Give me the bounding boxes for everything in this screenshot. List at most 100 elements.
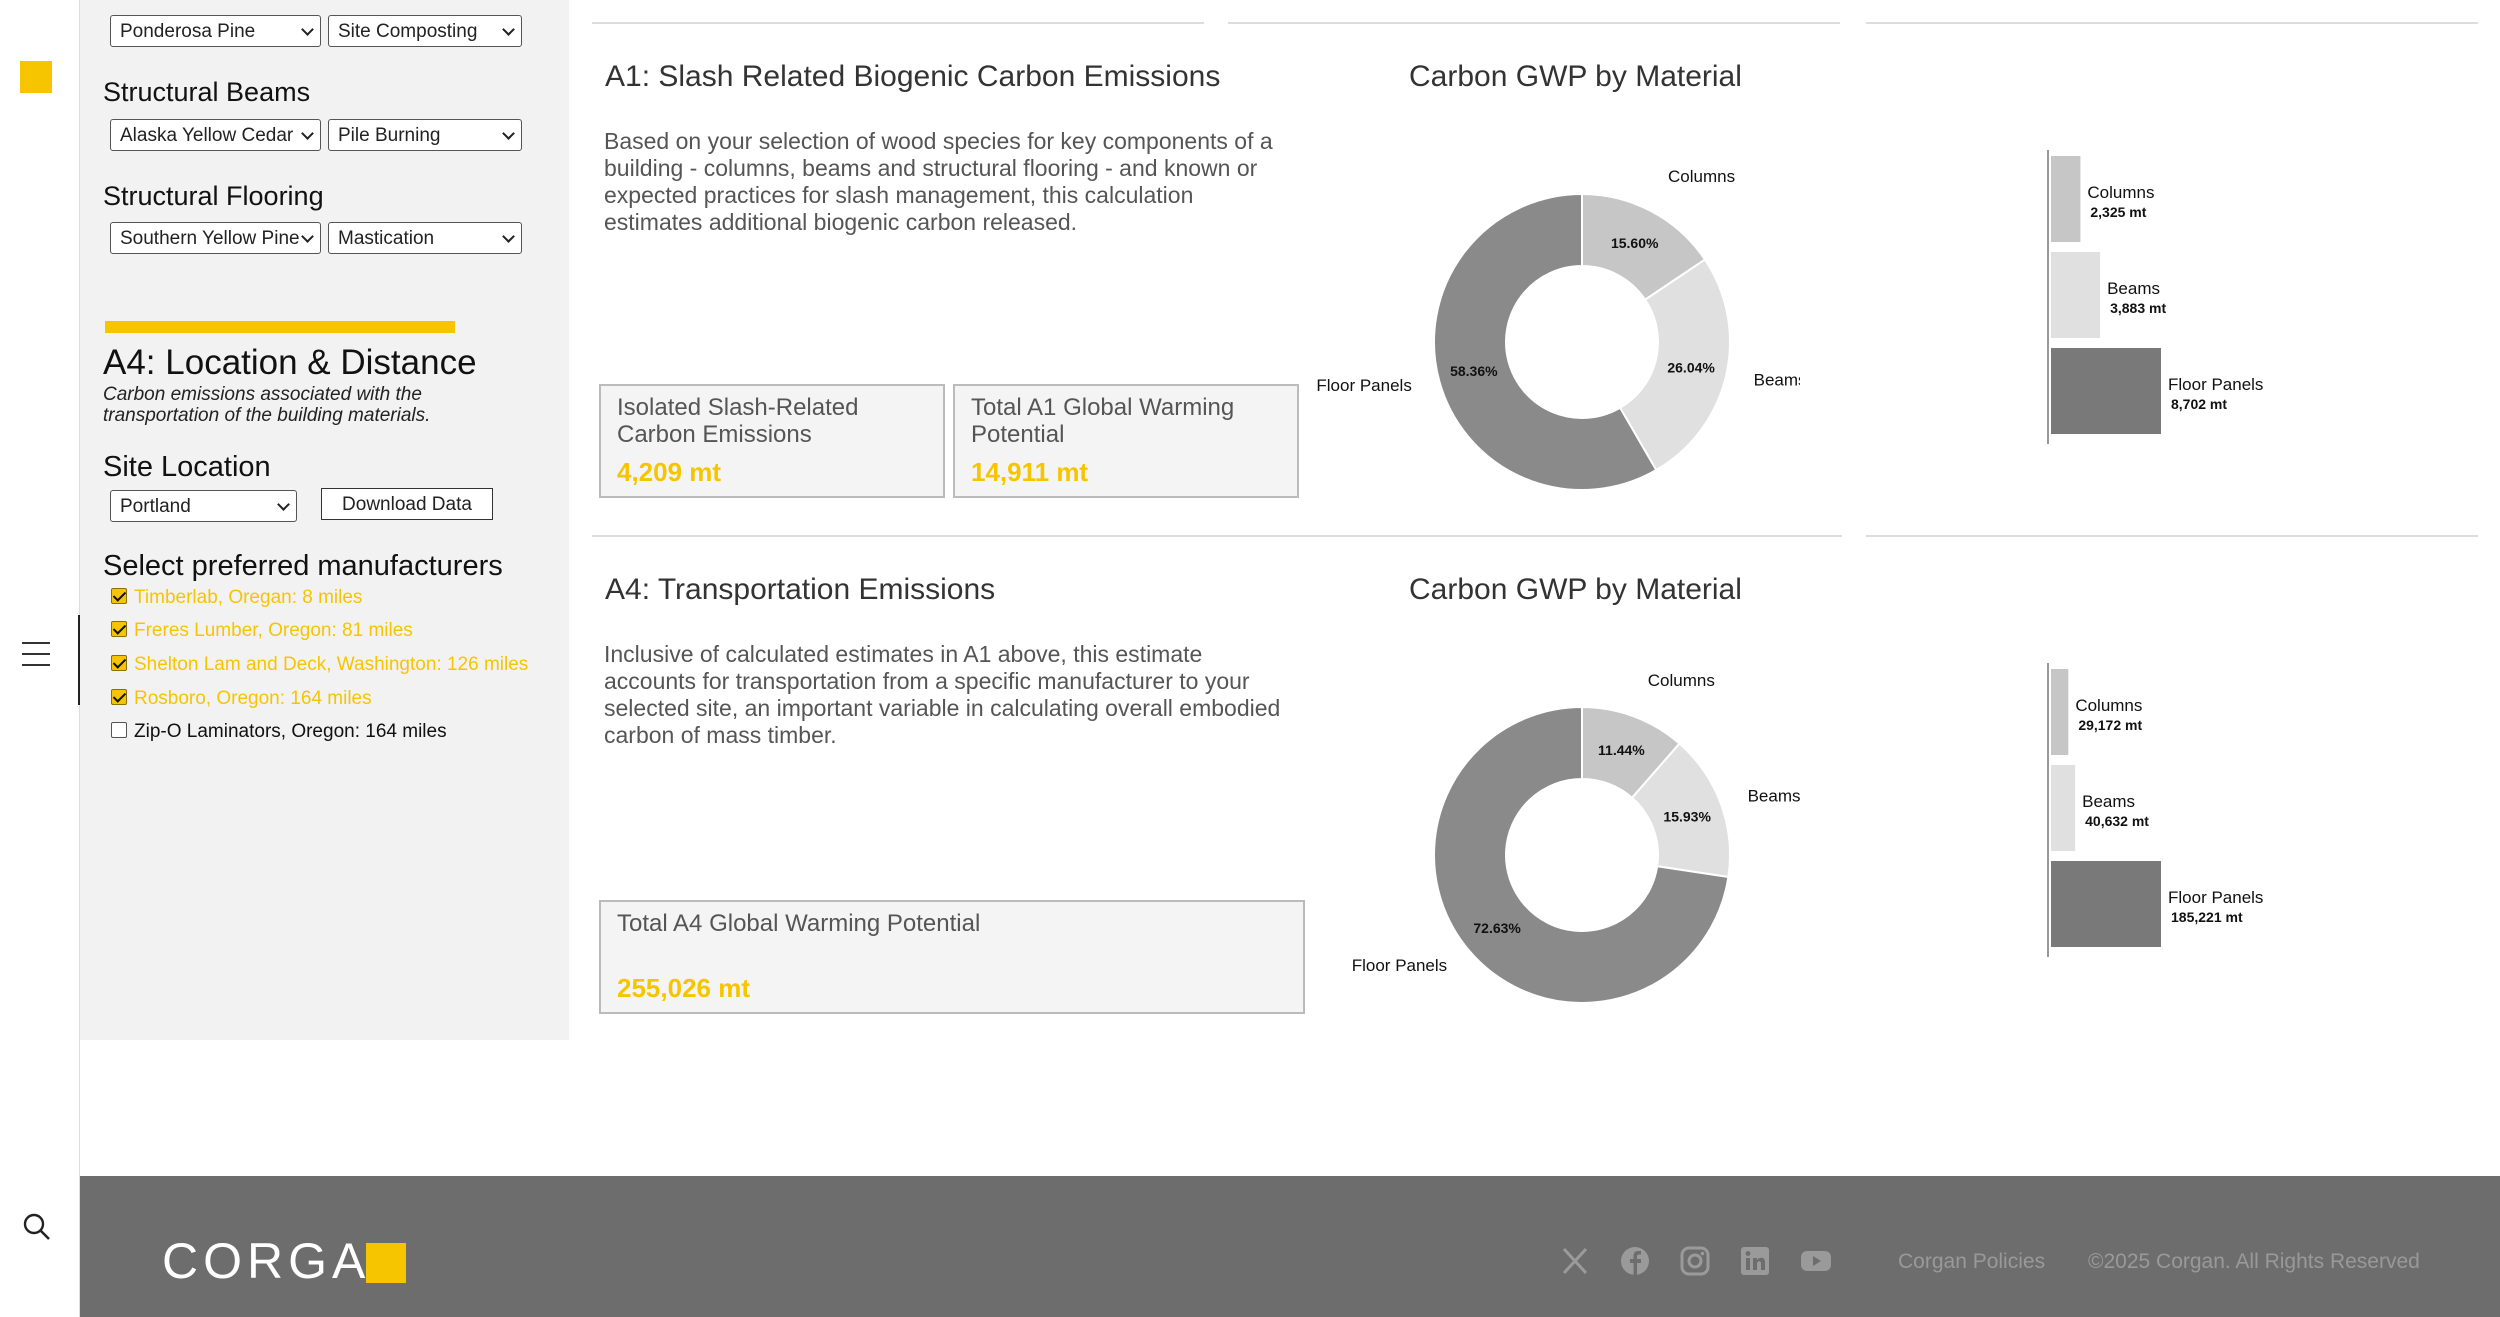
- checkbox[interactable]: [111, 722, 127, 738]
- bar-columns: [2051, 669, 2069, 755]
- youtube-icon[interactable]: [1799, 1245, 1831, 1277]
- beams-label: Structural Beams: [103, 77, 311, 107]
- select-value: Pile Burning: [338, 125, 441, 146]
- checkbox[interactable]: [111, 588, 127, 604]
- manufacturer-option[interactable]: Timberlab, Oregan: 8 miles: [111, 587, 362, 609]
- slash-carbon-card: Isolated Slash-Related Carbon Emissions …: [599, 384, 945, 498]
- select-value: Portland: [120, 496, 191, 517]
- chart-title: Carbon GWP by Material: [1409, 60, 1742, 93]
- columns-practice-select[interactable]: Site Composting: [328, 15, 522, 47]
- instagram-icon[interactable]: [1679, 1245, 1711, 1277]
- bar-floor-panels: [2051, 861, 2161, 947]
- slice-category-label: Columns: [1648, 671, 1715, 690]
- download-data-button[interactable]: Download Data: [321, 488, 493, 520]
- slice-category-label: Floor Panels: [1316, 376, 1411, 395]
- slice-category-label: Floor Panels: [1352, 956, 1447, 975]
- bar-chart-a1: Columns 2,325 mt Beams 3,883 mt Floor Panels…: [2047, 150, 2263, 444]
- bar-value-label: 185,221 mt: [2171, 909, 2243, 925]
- a1-gwp-card: Total A1 Global Warming Potential 14,911…: [953, 384, 1299, 498]
- hamburger-menu-icon[interactable]: [22, 634, 54, 674]
- bar-category-label: Floor Panels: [2168, 888, 2263, 907]
- slice-category-label: Beams: [1754, 370, 1800, 389]
- bar-category-label: Floor Panels: [2168, 375, 2263, 394]
- footer-logo[interactable]: CORGAN: [162, 1233, 412, 1289]
- chevron-down-icon: [301, 230, 314, 243]
- a4-gwp-card: Total A4 Global Warming Potential 255,02…: [599, 900, 1305, 1014]
- slice-category-label: Columns: [1668, 167, 1735, 186]
- bar-value-label: 29,172 mt: [2078, 717, 2142, 733]
- bar-category-label: Columns: [2087, 183, 2154, 202]
- bar-value-label: 2,325 mt: [2090, 204, 2146, 220]
- manufacturer-option[interactable]: Freres Lumber, Oregon: 81 miles: [111, 620, 413, 642]
- divider: [592, 22, 1204, 24]
- corgan-policies-link[interactable]: Corgan Policies: [1898, 1250, 2046, 1273]
- slice-value-label: 15.93%: [1663, 808, 1711, 824]
- checkbox[interactable]: [111, 689, 127, 705]
- bar-floor-panels: [2051, 348, 2161, 434]
- x-icon[interactable]: [1559, 1245, 1591, 1277]
- select-value: Mastication: [338, 228, 435, 249]
- card-label: Total A4 Global Warming Potential: [617, 910, 981, 937]
- manufacturer-option[interactable]: Zip-O Laminators, Oregon: 164 miles: [111, 721, 447, 743]
- card-label: Total A1 Global Warming Potential: [971, 394, 1235, 448]
- site-location-select[interactable]: Portland: [110, 490, 297, 522]
- search-icon[interactable]: [22, 1212, 52, 1242]
- manufacturer-option[interactable]: Rosboro, Oregon: 164 miles: [111, 688, 372, 710]
- chevron-down-icon: [301, 23, 314, 36]
- corgan-logo-square[interactable]: [20, 61, 52, 93]
- divider: [592, 535, 1842, 537]
- divider: [1228, 22, 1840, 24]
- donut-chart-a4: 11.44% Columns 15.93% Beams 72.63% Floor Pane…: [1352, 671, 1800, 1004]
- flooring-practice-select[interactable]: Mastication: [328, 222, 522, 254]
- checkbox[interactable]: [111, 655, 127, 671]
- chart-title: Carbon GWP by Material: [1409, 573, 1742, 606]
- donut-chart-a1: 15.60% Columns 26.04% Beams 58.36% Floor Pane…: [1316, 167, 1800, 491]
- bar-value-label: 40,632 mt: [2085, 813, 2149, 829]
- a1-title: A1: Slash Related Biogenic Carbon Emissi…: [605, 60, 1221, 93]
- slice-value-label: 11.44%: [1598, 742, 1645, 758]
- bar-value-label: 8,702 mt: [2171, 396, 2227, 412]
- manufacturer-label: Rosboro, Oregon: 164 miles: [134, 688, 372, 709]
- chevron-down-icon: [301, 127, 314, 140]
- manufacturer-label: Timberlab, Oregan: 8 miles: [134, 587, 363, 608]
- beams-species-select[interactable]: Alaska Yellow Cedar: [110, 119, 321, 151]
- columns-species-select[interactable]: Ponderosa Pine: [110, 15, 321, 47]
- card-value: 4,209 mt: [617, 457, 722, 487]
- slice-value-label: 72.63%: [1473, 920, 1521, 936]
- bar-beams: [2051, 252, 2101, 338]
- select-value: Site Composting: [338, 21, 478, 42]
- manufacturer-label: Shelton Lam and Deck, Washington: 126 mi…: [134, 654, 529, 675]
- bar-beams: [2051, 765, 2076, 851]
- bar-value-label: 3,883 mt: [2110, 300, 2166, 316]
- copyright-text: ©2025 Corgan. All Rights Reserved: [2088, 1250, 2420, 1273]
- bar-columns: [2051, 156, 2081, 242]
- select-value: Alaska Yellow Cedar: [120, 125, 294, 146]
- a1-description: Based on your selection of wood species …: [604, 128, 1273, 235]
- a4-transport-description: Inclusive of calculated estimates in A1 …: [604, 641, 1281, 748]
- bar-chart-a4: Columns 29,172 mt Beams 40,632 mt Floor Pane…: [2047, 663, 2263, 957]
- slice-value-label: 58.36%: [1450, 363, 1498, 379]
- divider: [1866, 535, 2478, 537]
- donut-slice-beams: [1618, 258, 1731, 472]
- slice-value-label: 15.60%: [1611, 235, 1659, 251]
- a4-section-title: A4: Location & Distance: [103, 343, 477, 382]
- a4-section-description: Carbon emissions associated with the tra…: [103, 384, 431, 426]
- checkbox[interactable]: [111, 621, 127, 637]
- select-value: Ponderosa Pine: [120, 21, 256, 42]
- flooring-species-select[interactable]: Southern Yellow Pine: [110, 222, 321, 254]
- manufacturer-option[interactable]: Shelton Lam and Deck, Washington: 126 mi…: [111, 654, 528, 676]
- facebook-icon[interactable]: [1619, 1245, 1651, 1277]
- section-divider-bar: [105, 321, 455, 333]
- card-value: 14,911 mt: [971, 457, 1089, 487]
- divider: [1866, 22, 2478, 24]
- manufacturer-label: Freres Lumber, Oregon: 81 miles: [134, 620, 413, 641]
- nav-rail: [0, 0, 81, 1317]
- donut-slice-floor-panels: [1433, 192, 1658, 491]
- chevron-down-icon: [502, 230, 515, 243]
- beams-practice-select[interactable]: Pile Burning: [328, 119, 522, 151]
- a4-transport-title: A4: Transportation Emissions: [605, 573, 996, 606]
- linkedin-icon[interactable]: [1739, 1245, 1771, 1277]
- slice-category-label: Beams: [1748, 786, 1800, 805]
- card-label: Isolated Slash-Related Carbon Emissions: [617, 394, 859, 448]
- site-location-label: Site Location: [103, 451, 271, 483]
